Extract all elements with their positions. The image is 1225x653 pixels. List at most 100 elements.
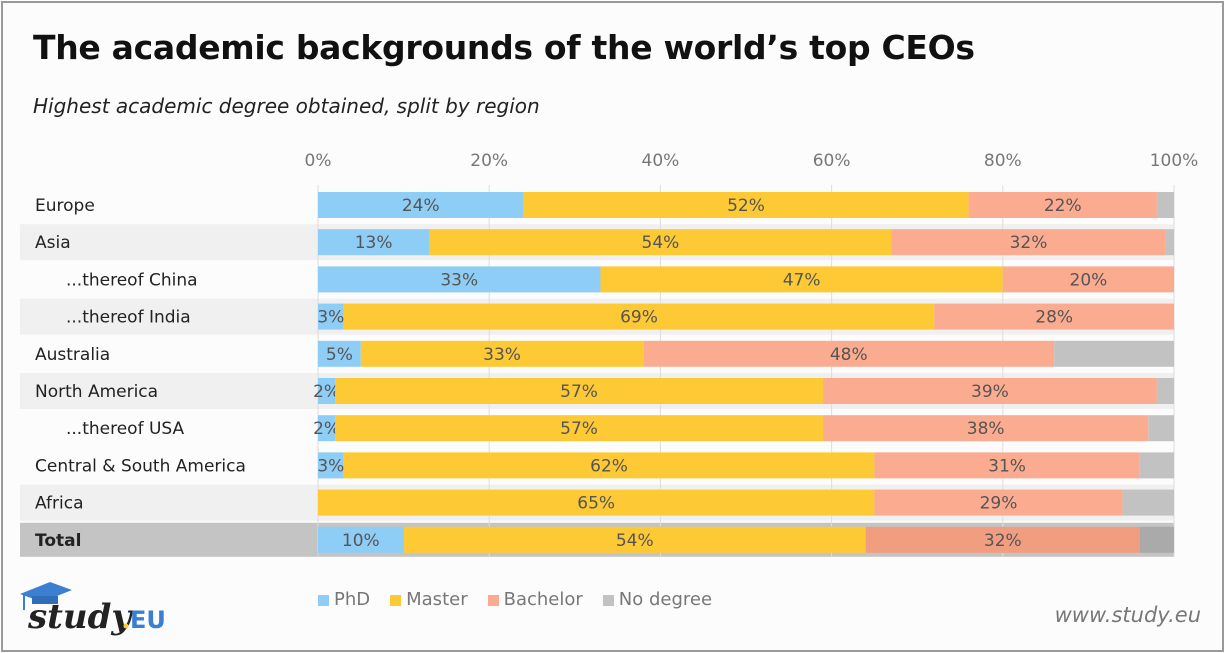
legend-swatch	[390, 594, 402, 606]
legend-item: PhD	[318, 589, 370, 610]
data-label: 57%	[560, 382, 598, 402]
legend-item: Bachelor	[487, 589, 583, 610]
category-label: ...thereof USA	[66, 419, 185, 439]
category-label: North America	[35, 382, 158, 402]
data-label: 3%	[317, 456, 344, 476]
data-label: 62%	[590, 456, 628, 476]
category-label: Asia	[35, 233, 71, 253]
x-tick-label: 20%	[470, 151, 508, 171]
legend-item: Master	[390, 589, 468, 610]
bar-segment-no-degree	[1156, 192, 1174, 218]
data-label: 2%	[313, 382, 340, 402]
bar-segment-phd	[318, 229, 430, 256]
data-label: 31%	[988, 456, 1026, 476]
data-label: 24%	[402, 196, 440, 216]
data-label: 52%	[727, 196, 765, 216]
category-label: Central & South America	[35, 456, 246, 476]
category-label: ...thereof India	[66, 308, 191, 328]
category-label: ...thereof China	[66, 270, 198, 290]
legend-label: Master	[406, 589, 468, 610]
legend-label: PhD	[334, 589, 371, 610]
bar-segment-no-degree	[1139, 526, 1174, 553]
bar-segment-no-degree	[1165, 229, 1174, 256]
bar-segment-master	[523, 192, 969, 218]
bar-segment-phd	[318, 266, 601, 293]
legend-swatch	[487, 594, 499, 606]
x-tick-label: 100%	[1150, 151, 1199, 171]
data-label: 32%	[1010, 233, 1048, 253]
data-label: 33%	[483, 345, 521, 365]
data-label: 38%	[967, 419, 1005, 439]
legend-label: No degree	[618, 589, 713, 610]
website-url[interactable]: www.study.eu	[1054, 603, 1201, 627]
study-eu-logo: study EU	[18, 580, 178, 644]
bar-segment-no-degree	[1122, 489, 1174, 516]
data-label: 65%	[577, 494, 615, 514]
category-label: Europe	[35, 196, 95, 216]
bar-segment-bachelor	[823, 415, 1149, 442]
legend: PhD Master Bachelor No degree	[318, 589, 712, 610]
data-label: 10%	[342, 531, 380, 551]
data-label: 22%	[1044, 196, 1082, 216]
bar-segment-master	[318, 489, 875, 516]
data-label: 69%	[620, 308, 658, 328]
bar-segment-phd	[318, 378, 336, 404]
category-label: Total	[35, 531, 81, 551]
bar-segment-master	[429, 229, 892, 256]
chart-title: The academic backgrounds of the world’s …	[33, 28, 975, 67]
bar-segment-master	[403, 526, 866, 553]
bar-segment-bachelor	[891, 229, 1166, 256]
legend-item: No degree	[602, 589, 713, 610]
data-label: 13%	[355, 233, 393, 253]
bar-segment-master	[343, 303, 935, 330]
bar-segment-no-degree	[1156, 378, 1174, 404]
bar-segment-bachelor	[874, 489, 1123, 516]
bar-segment-phd	[318, 303, 344, 330]
bar-segment-phd	[318, 340, 361, 367]
data-label: 57%	[560, 419, 598, 439]
x-tick-label: 60%	[813, 151, 851, 171]
data-label: 39%	[971, 382, 1009, 402]
data-label: 48%	[830, 345, 868, 365]
legend-label: Bachelor	[503, 589, 583, 610]
data-label: 33%	[440, 270, 478, 290]
category-label: Australia	[35, 345, 110, 365]
svg-text:EU: EU	[130, 606, 166, 634]
legend-swatch	[602, 594, 614, 606]
svg-text:study: study	[27, 597, 133, 637]
chart-subtitle: Highest academic degree obtained, split …	[33, 94, 540, 118]
data-label: 5%	[326, 345, 353, 365]
data-label: 32%	[984, 531, 1022, 551]
category-label: Africa	[35, 494, 84, 514]
bar-segment-bachelor	[934, 303, 1174, 330]
x-tick-label: 0%	[305, 151, 332, 171]
x-tick-label: 80%	[984, 151, 1022, 171]
bar-segment-bachelor	[823, 378, 1157, 404]
bar-segment-phd	[318, 415, 336, 442]
bar-segment-phd	[318, 192, 524, 218]
data-label: 29%	[980, 494, 1018, 514]
bar-segment-bachelor	[643, 340, 1055, 367]
data-label: 20%	[1070, 270, 1108, 290]
legend-swatch	[318, 594, 329, 606]
bar-segment-bachelor	[1002, 266, 1174, 293]
bar-segment-bachelor	[874, 452, 1140, 479]
bar-segment-master	[600, 266, 1003, 293]
x-tick-label: 40%	[642, 151, 680, 171]
bar-segment-no-degree	[1054, 340, 1174, 367]
bar-segment-no-degree	[1148, 415, 1174, 442]
bar-segment-master	[360, 340, 644, 367]
bar-segment-master	[335, 415, 824, 442]
bar-segment-phd	[318, 526, 404, 553]
bar-segment-bachelor	[865, 526, 1140, 553]
bar-segment-phd	[318, 452, 344, 479]
data-label: 2%	[313, 419, 340, 439]
data-label: 54%	[642, 233, 680, 253]
data-label: 47%	[783, 270, 821, 290]
bar-segment-bachelor	[968, 192, 1157, 218]
data-label: 28%	[1035, 308, 1073, 328]
bar-segment-master	[335, 378, 824, 404]
data-label: 54%	[616, 531, 654, 551]
data-label: 3%	[317, 308, 344, 328]
